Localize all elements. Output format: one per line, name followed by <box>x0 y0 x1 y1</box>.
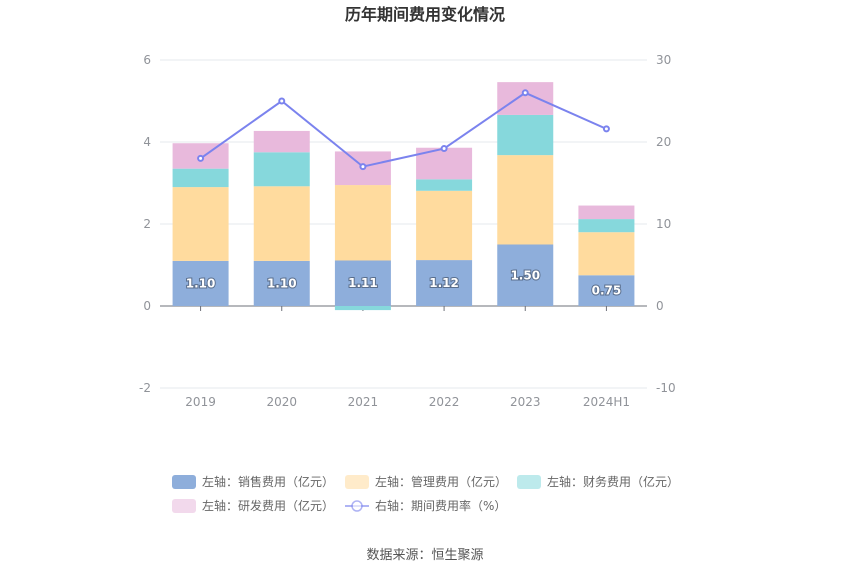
legend-swatch-marker[interactable] <box>351 500 363 512</box>
right-tick-label: 30 <box>656 53 671 67</box>
bar-segment[interactable] <box>172 187 229 261</box>
bar-segment[interactable] <box>253 130 310 153</box>
bars <box>172 82 635 311</box>
right-tick-label: -10 <box>656 381 676 395</box>
bar-value-label: 0.75 <box>592 284 622 298</box>
right-tick-label: 10 <box>656 217 671 231</box>
legend-swatch[interactable] <box>172 475 196 489</box>
left-tick-label: 0 <box>143 299 151 313</box>
x-tick-label: 2022 <box>429 395 460 409</box>
legend-label[interactable]: 右轴：期间费用率（%） <box>375 498 506 513</box>
left-tick-label: -2 <box>139 381 151 395</box>
bar-segment[interactable] <box>578 275 635 306</box>
bar-segment[interactable] <box>497 155 554 245</box>
bar-segment[interactable] <box>497 82 554 115</box>
legend-swatch[interactable] <box>172 499 196 513</box>
legend-swatch[interactable] <box>345 475 369 489</box>
x-tick-label: 2020 <box>266 395 297 409</box>
rate-point[interactable] <box>278 97 286 105</box>
legend-label[interactable]: 左轴：管理费用（亿元） <box>375 474 507 489</box>
data-labels: 1.10 1.10 1.11 1.12 1.50 0.75 <box>185 267 622 298</box>
bar-segment[interactable] <box>578 232 635 276</box>
bar-segment[interactable] <box>578 205 635 220</box>
rate-line-path <box>200 91 607 168</box>
rate-point[interactable] <box>602 125 610 133</box>
bar-value-label: 1.50 <box>510 268 540 282</box>
rate-point[interactable] <box>521 89 529 97</box>
legend[interactable]: 左轴：销售费用（亿元） 左轴：管理费用（亿元） 左轴：财务费用（亿元） 左轴：研发费用… <box>172 474 679 513</box>
x-tick-label: 2019 <box>185 395 216 409</box>
rate-point[interactable] <box>359 163 367 171</box>
chart-title: 历年期间费用变化情况 <box>345 5 505 24</box>
rate-line <box>197 89 610 171</box>
bar-segment[interactable] <box>416 179 473 191</box>
bar-value-label: 1.11 <box>348 276 378 290</box>
bar-segment[interactable] <box>416 260 473 306</box>
bar-segment[interactable] <box>578 219 635 233</box>
bar-segment[interactable] <box>172 260 229 306</box>
bar-segment[interactable] <box>497 244 554 307</box>
left-tick-label: 4 <box>143 135 151 149</box>
bar-value-label: 1.12 <box>429 276 459 290</box>
right-tick-label: 0 <box>656 299 664 313</box>
x-tick-label: 2024H1 <box>583 395 630 409</box>
bar-segment[interactable] <box>416 190 473 261</box>
bar-segment[interactable] <box>334 306 391 311</box>
left-tick-label: 6 <box>143 53 151 67</box>
bar-segment[interactable] <box>253 260 310 306</box>
legend-swatch[interactable] <box>517 475 541 489</box>
rate-point[interactable] <box>197 154 205 162</box>
legend-label[interactable]: 左轴：销售费用（亿元） <box>202 474 334 489</box>
bar-value-label: 1.10 <box>267 276 297 290</box>
rate-point[interactable] <box>440 145 448 153</box>
source-note: 数据来源：恒生聚源 <box>366 548 483 563</box>
bar-segment[interactable] <box>334 185 391 261</box>
bar-segment[interactable] <box>253 152 310 187</box>
left-tick-label: 2 <box>143 217 151 231</box>
right-tick-label: 20 <box>656 135 671 149</box>
legend-label[interactable]: 左轴：研发费用（亿元） <box>202 498 334 513</box>
legend-label[interactable]: 左轴：财务费用（亿元） <box>547 474 679 489</box>
grid <box>160 59 647 389</box>
bar-segment[interactable] <box>497 114 554 156</box>
bar-segment[interactable] <box>172 168 229 188</box>
bar-segment[interactable] <box>253 186 310 261</box>
bar-value-label: 1.10 <box>186 276 216 290</box>
x-tick-label: 2023 <box>510 395 541 409</box>
x-tick-label: 2021 <box>348 395 379 409</box>
bar-segment[interactable] <box>334 260 391 306</box>
